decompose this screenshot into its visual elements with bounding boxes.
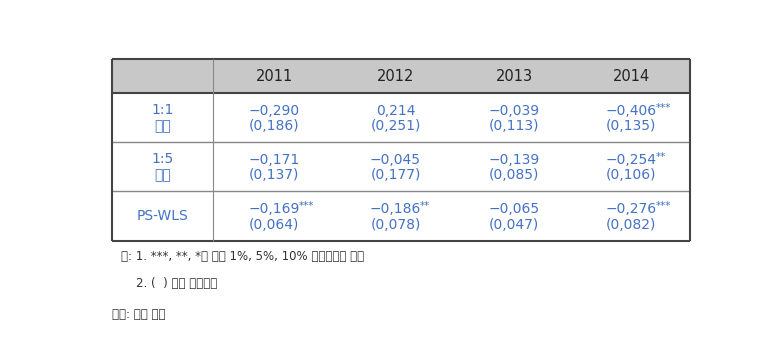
Text: −0,290: −0,290	[249, 104, 300, 118]
Text: 2013: 2013	[496, 69, 532, 84]
Text: (0,251): (0,251)	[371, 119, 420, 133]
Text: −0,186: −0,186	[370, 202, 421, 217]
Text: −0,171: −0,171	[249, 153, 300, 167]
Text: 2. (  ) 안은 표준오차: 2. ( ) 안은 표준오차	[121, 277, 218, 290]
Text: (0,177): (0,177)	[371, 168, 420, 182]
Bar	[112, 192, 690, 241]
Text: −0,045: −0,045	[370, 153, 421, 167]
Text: −0,065: −0,065	[489, 202, 539, 217]
Text: 지료: 저자 작성: 지료: 저자 작성	[112, 308, 166, 321]
Text: (0,064): (0,064)	[249, 218, 299, 232]
Text: (0,082): (0,082)	[606, 218, 657, 232]
Text: (0,186): (0,186)	[249, 119, 299, 133]
Text: −0,406: −0,406	[605, 104, 657, 118]
Text: **: **	[656, 152, 666, 162]
Text: (0,113): (0,113)	[489, 119, 539, 133]
Bar	[112, 142, 690, 192]
Text: 0,214: 0,214	[376, 104, 415, 118]
Text: (0,085): (0,085)	[489, 168, 539, 182]
Bar	[112, 93, 690, 142]
Text: −0,169: −0,169	[249, 202, 300, 217]
Text: (0,106): (0,106)	[606, 168, 657, 182]
Text: −0,139: −0,139	[488, 153, 539, 167]
Text: 주: 1. ***, **, *는 각각 1%, 5%, 10% 유의수준을 의미: 주: 1. ***, **, *는 각각 1%, 5%, 10% 유의수준을 의…	[121, 250, 364, 263]
Text: PS-WLS: PS-WLS	[137, 209, 189, 223]
Text: 2014: 2014	[612, 69, 650, 84]
Text: 2011: 2011	[256, 69, 293, 84]
Text: 1:1
매칭: 1:1 매칭	[152, 103, 174, 133]
Text: −0,276: −0,276	[605, 202, 657, 217]
Text: (0,078): (0,078)	[371, 218, 420, 232]
Text: (0,047): (0,047)	[489, 218, 539, 232]
Text: ***: ***	[656, 102, 671, 112]
Text: −0,254: −0,254	[605, 153, 657, 167]
Text: ***: ***	[656, 201, 671, 211]
Text: (0,135): (0,135)	[606, 119, 657, 133]
Text: ***: ***	[298, 201, 314, 211]
Text: 2012: 2012	[377, 69, 414, 84]
Text: 1:5
매칭: 1:5 매칭	[152, 152, 174, 182]
Text: **: **	[420, 201, 430, 211]
Text: (0,137): (0,137)	[249, 168, 299, 182]
Bar	[112, 59, 690, 93]
Text: −0,039: −0,039	[489, 104, 539, 118]
